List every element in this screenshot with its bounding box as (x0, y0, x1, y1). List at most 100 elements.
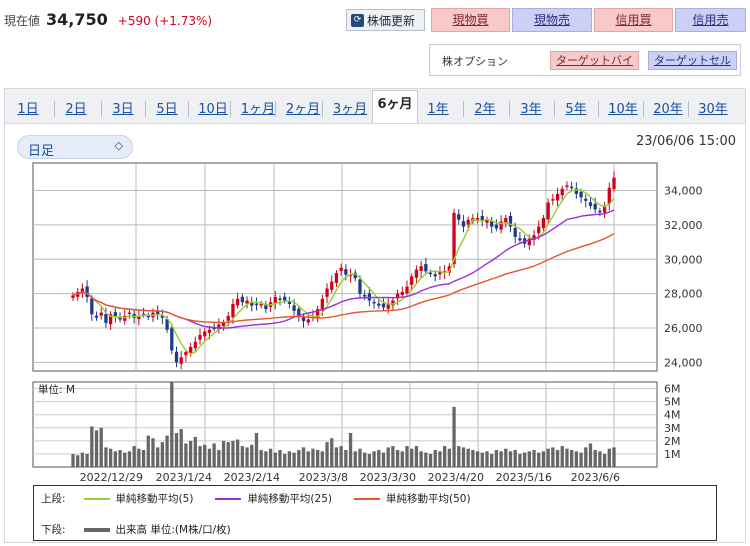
volume-bar (198, 446, 202, 467)
volume-bar (593, 450, 597, 467)
price-change: +590 (+1.73%) (117, 14, 213, 28)
volume-bar (419, 451, 423, 467)
candle-body (137, 315, 141, 320)
candle-body (452, 212, 456, 265)
volume-bar (127, 451, 132, 467)
target-sell-button[interactable]: ターゲットセル (648, 51, 737, 70)
volume-bar (480, 452, 484, 467)
tab-range-11[interactable]: 3年 (520, 102, 542, 117)
tab-range-2[interactable]: 3日 (112, 102, 134, 117)
tab-separator (101, 101, 102, 117)
candle-body (405, 286, 409, 294)
candle-body (546, 202, 550, 220)
candle-body (424, 264, 428, 272)
x-tick-label: 2023/2/14 (224, 471, 280, 484)
candle-body (184, 352, 188, 356)
volume-bar (193, 436, 197, 467)
candle-body (188, 346, 193, 354)
volume-bar (278, 450, 282, 467)
candle-body (113, 312, 117, 316)
target-buy-button[interactable]: ターゲットバイ (550, 51, 639, 70)
tab-range-9[interactable]: 1年 (427, 102, 449, 117)
volume-bar (560, 446, 564, 467)
candle-body (236, 298, 240, 306)
range-tabs: 1日 2日 3日 5日 10日 1ヶ月 2ヶ月 3ヶ月 6ヶ月 1年 2年 3年 5年 10年 20年 30年 (4, 88, 746, 128)
volume-bar (245, 447, 249, 467)
volume-bar (579, 452, 583, 467)
candle-body (283, 296, 287, 301)
candle-body (118, 317, 122, 320)
x-tick-label: 2023/5/16 (496, 471, 552, 484)
volume-bar (226, 442, 230, 467)
volume-bar (612, 447, 616, 467)
candle-body (480, 215, 484, 222)
candle-body (85, 286, 89, 298)
tab-range-13[interactable]: 10年 (608, 102, 638, 117)
volume-bar (565, 448, 569, 467)
volume-bar (367, 453, 372, 467)
tab-range-10[interactable]: 2年 (474, 102, 496, 117)
candle-body (579, 191, 583, 198)
tab-range-6[interactable]: 2ヶ月 (285, 102, 321, 117)
candle-body (541, 218, 546, 228)
tab-range-12[interactable]: 5年 (565, 102, 587, 117)
volume-bar (240, 446, 245, 467)
tab-range-5[interactable]: 1ヶ月 (240, 102, 276, 117)
volume-bar (273, 452, 277, 467)
spot-buy-button[interactable]: 現物買 (431, 8, 510, 32)
margin-buy-button[interactable]: 信用買 (594, 8, 673, 32)
candle-body (156, 310, 160, 315)
volume-bar (602, 453, 607, 467)
volume-bar (325, 442, 329, 467)
volume-bar (381, 452, 386, 467)
refresh-price-button[interactable]: ⟳ 株価更新 (346, 9, 425, 31)
candle-body (278, 298, 282, 300)
volume-bar (377, 450, 381, 467)
x-tick-label: 2023/4/20 (428, 471, 484, 484)
volume-bar (170, 382, 174, 467)
tab-range-1[interactable]: 2日 (65, 102, 87, 117)
refresh-label: 株価更新 (367, 13, 416, 28)
chart-datetime: 23/06/06 15:00 (636, 134, 736, 149)
candle-body (231, 303, 235, 318)
tab-range-0[interactable]: 1日 (17, 102, 39, 117)
tab-separator (554, 101, 555, 117)
volume-bar (85, 453, 89, 467)
price-tick-label: 26,000 (664, 322, 703, 335)
margin-sell-button[interactable]: 信用売 (675, 8, 746, 32)
volume-bar (76, 455, 80, 467)
candle-body (108, 314, 113, 325)
tab-range-15[interactable]: 30年 (698, 102, 728, 117)
volume-bar (320, 451, 324, 467)
candle-body (71, 295, 75, 298)
interval-select[interactable]: 日足 ◇ (17, 135, 133, 159)
volume-bar (447, 448, 451, 467)
volume-bar (457, 446, 461, 467)
price-tick-label: 32,000 (664, 219, 703, 232)
volume-bar (292, 452, 296, 467)
candle-body (358, 279, 362, 294)
volume-bar (94, 430, 99, 467)
candle-body (570, 186, 574, 189)
volume-bar (137, 448, 141, 467)
volume-bar (400, 451, 404, 467)
candle-body (466, 219, 470, 225)
volume-bar (494, 450, 499, 467)
spot-sell-button[interactable]: 現物売 (512, 8, 592, 32)
x-tick-label: 2022/12/29 (80, 471, 143, 484)
tab-range-3[interactable]: 5日 (156, 102, 178, 117)
tab-range-7[interactable]: 3ヶ月 (332, 102, 368, 117)
tab-range-14[interactable]: 20年 (653, 102, 683, 117)
volume-tick-label: 2M (664, 435, 681, 448)
volume-bar (537, 452, 541, 467)
tab-range-4[interactable]: 10日 (198, 102, 228, 117)
candle-body (344, 269, 348, 275)
tab-separator (188, 101, 189, 117)
tab-range-8[interactable]: 6ヶ月 (372, 90, 418, 127)
x-tick-label: 2023/1/24 (156, 471, 212, 484)
volume-bar (466, 448, 470, 467)
legend-item-volume: 出来高 単位:(M株/口/枚) (83, 522, 231, 537)
candle-body (551, 199, 555, 201)
volume-bar (165, 435, 169, 467)
tab-separator (688, 101, 689, 117)
